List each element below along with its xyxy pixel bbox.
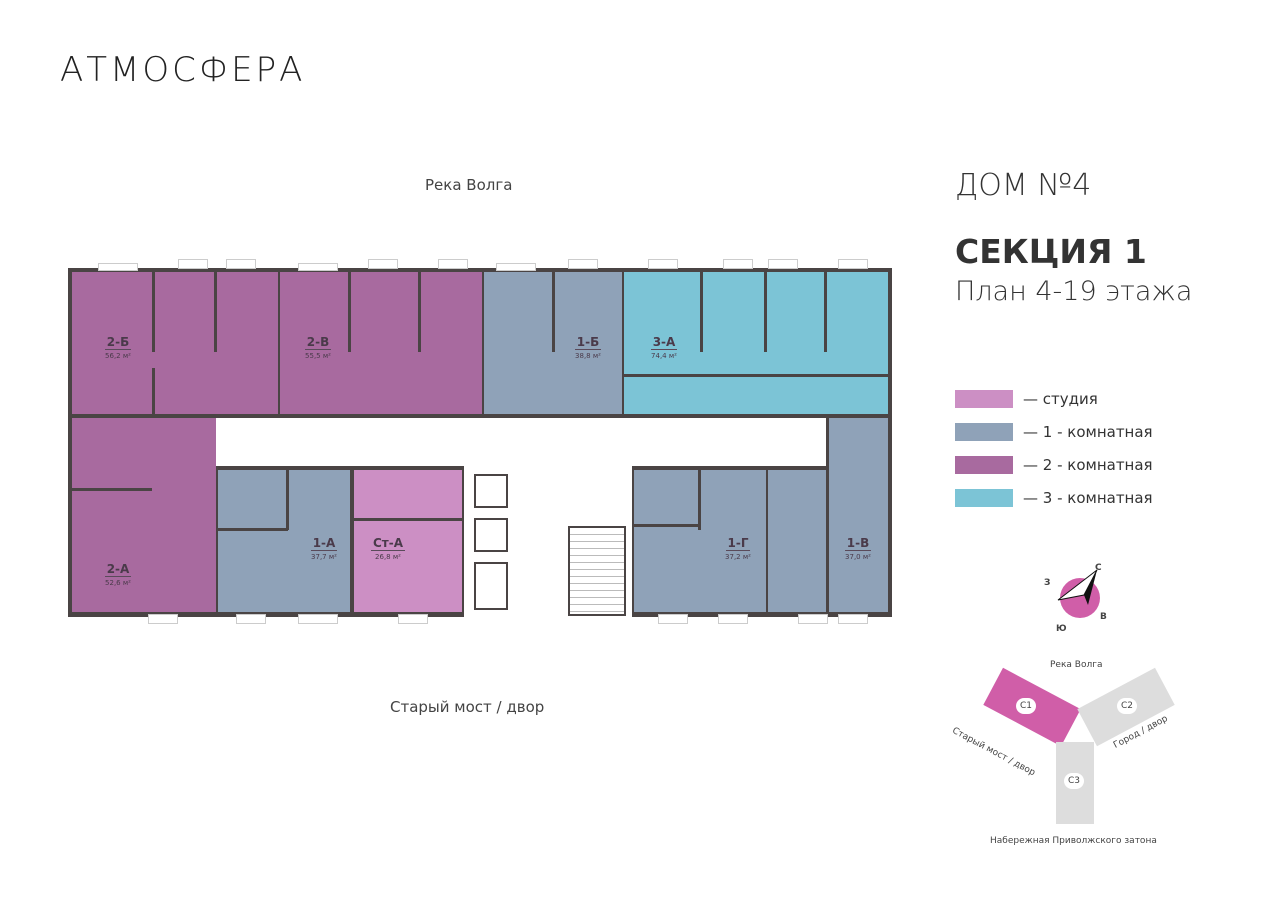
apartment-2-v[interactable]: [280, 272, 482, 414]
apartment-area: 74,4 м²: [651, 352, 677, 360]
apartment-area: 37,2 м²: [725, 553, 751, 561]
apartment-3-a[interactable]: [624, 272, 888, 414]
elevator: [474, 474, 508, 508]
site-top-label: Река Волга: [1050, 660, 1103, 670]
apartment-label: 1-В: [844, 536, 872, 551]
apartment-label: 1-Г: [725, 536, 751, 551]
apartment-label: 2-Б: [104, 335, 132, 350]
apartment-area: 56,2 м²: [105, 352, 131, 360]
site-bottom-label: Набережная Приволжского затона: [990, 836, 1157, 846]
compass-west: З: [1044, 578, 1051, 588]
apartment-label: 1-А: [310, 536, 338, 551]
floor-plan: 2-Б 56,2 м² 2-В 55,5 м² 1-Б 38,8 м² 3-А 74,4…: [68, 259, 892, 624]
apartment-1-v-extension: [828, 418, 888, 474]
c1-label: С1: [1016, 698, 1037, 714]
compass-south: Ю: [1056, 624, 1067, 634]
legend-1-room: — 1 - комнатная: [955, 423, 1153, 441]
apartment-area: 26,8 м²: [375, 553, 401, 561]
apartment-area: 55,5 м²: [305, 352, 331, 360]
apartment-label: 2-А: [104, 562, 132, 577]
house-title: ДОМ №4: [955, 168, 1092, 203]
c3-label: С3: [1064, 773, 1085, 789]
floor-plan-subtitle: План 4-19 этажа: [955, 276, 1193, 307]
apartment-label: Ст-А: [370, 536, 406, 551]
compass-north: С: [1095, 563, 1102, 573]
top-orientation-label: Река Волга: [425, 176, 513, 194]
apartment-area: 37,7 м²: [311, 553, 337, 561]
logo: АТМОСФЕРА: [60, 50, 306, 90]
apartment-area: 52,6 м²: [105, 579, 131, 587]
legend-3-room: — 3 - комнатная: [955, 489, 1153, 507]
legend-2-room: — 2 - комнатная: [955, 456, 1153, 474]
site-left-label: Старый мост / двор: [950, 726, 1037, 779]
elevator: [474, 562, 508, 610]
compass-east: В: [1100, 612, 1107, 622]
apartment-st-a[interactable]: [354, 470, 462, 612]
bottom-orientation-label: Старый мост / двор: [390, 698, 545, 716]
legend-studio: — студия: [955, 390, 1098, 408]
apartment-2-b[interactable]: [72, 272, 278, 414]
apartment-label: 3-А: [650, 335, 678, 350]
apartment-area: 37,0 м²: [845, 553, 871, 561]
apartment-label: 2-В: [304, 335, 332, 350]
apartment-1-a[interactable]: [218, 470, 350, 612]
apartment-2-a[interactable]: [72, 418, 216, 612]
c2-label: С2: [1117, 698, 1138, 714]
elevator: [474, 518, 508, 552]
section-title: СЕКЦИЯ 1: [955, 232, 1147, 271]
compass-icon: [1057, 569, 1100, 618]
stairs: [568, 526, 626, 616]
corridor: [216, 418, 826, 466]
apartment-label: 1-Б: [574, 335, 602, 350]
apartment-area: 38,8 м²: [575, 352, 601, 360]
